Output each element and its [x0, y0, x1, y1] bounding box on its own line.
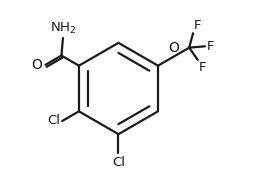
Text: O: O	[31, 58, 42, 72]
Text: NH$_2$: NH$_2$	[50, 21, 77, 36]
Text: F: F	[194, 19, 201, 32]
Text: O: O	[168, 41, 179, 55]
Text: F: F	[206, 40, 214, 53]
Text: Cl: Cl	[47, 115, 60, 127]
Text: F: F	[199, 61, 206, 74]
Text: Cl: Cl	[112, 156, 125, 169]
